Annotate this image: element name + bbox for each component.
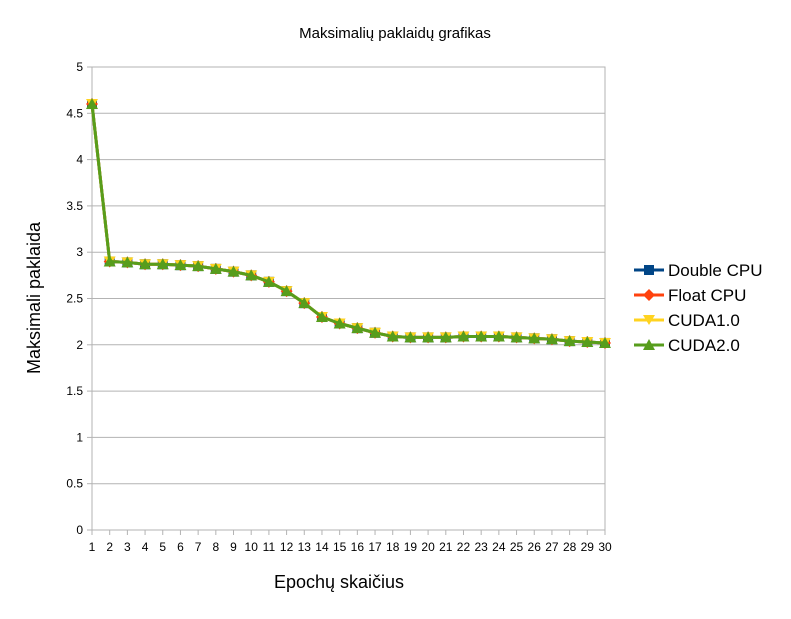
x-tick-label: 17	[368, 540, 382, 554]
x-tick-label: 29	[581, 540, 595, 554]
y-tick-label: 0	[76, 523, 83, 537]
x-tick-label: 6	[177, 540, 184, 554]
y-tick-label: 4.5	[66, 106, 83, 120]
y-tick-label: 0.5	[66, 477, 83, 491]
x-tick-label: 11	[263, 540, 276, 554]
x-tick-label: 16	[351, 540, 365, 554]
y-tick-label: 1.5	[66, 384, 83, 398]
x-tick-labels: 1 2 3 4 5 6 7 8 9 10 11 12 13 14 15 16 17 18 19 20 21 22 23 24 2…	[89, 540, 612, 554]
y-tick-label: 1	[76, 430, 83, 444]
x-tick-label: 5	[159, 540, 166, 554]
legend-label: CUDA1.0	[668, 311, 740, 330]
x-tick-label: 9	[230, 540, 237, 554]
x-tick-label: 15	[333, 540, 347, 554]
x-tick-label: 27	[545, 540, 559, 554]
x-tick-label: 2	[106, 540, 113, 554]
x-tick-label: 4	[142, 540, 149, 554]
chart-title: Maksimalių paklaidų grafikas	[299, 25, 491, 42]
y-tick-label: 3	[76, 245, 83, 259]
x-tick-label: 13	[298, 540, 312, 554]
x-tick-label: 7	[195, 540, 202, 554]
x-tick-label: 19	[404, 540, 418, 554]
x-tick-label: 3	[124, 540, 131, 554]
legend-item: CUDA2.0	[634, 336, 740, 355]
legend-swatch-marker	[643, 289, 655, 301]
x-tick-label: 25	[510, 540, 524, 554]
y-tick-label: 3.5	[66, 199, 83, 213]
y-tick-label: 2.5	[66, 292, 83, 306]
legend-item: Float CPU	[634, 286, 746, 305]
x-tick-label: 21	[439, 540, 453, 554]
x-tick-label: 8	[212, 540, 219, 554]
x-tick-label: 23	[474, 540, 488, 554]
x-tick-label: 12	[280, 540, 294, 554]
x-tick-label: 14	[315, 540, 329, 554]
legend-item: Double CPU	[634, 261, 763, 280]
legend-swatch-marker	[644, 265, 654, 275]
y-axis-label: Maksimali paklaida	[24, 221, 44, 374]
y-tick-label: 2	[76, 338, 83, 352]
x-axis-label: Epochų skaičius	[274, 572, 404, 592]
y-tick-label: 5	[76, 60, 83, 74]
x-tick-label: 18	[386, 540, 400, 554]
legend-label: Float CPU	[668, 286, 746, 305]
x-tick-label: 22	[457, 540, 471, 554]
y-tick-labels: 0 0.5 1 1.5 2 2.5 3 3.5 4 4.5 5	[66, 60, 83, 537]
x-tick-label: 26	[528, 540, 542, 554]
legend-item: CUDA1.0	[634, 311, 740, 330]
legend-label: Double CPU	[668, 261, 763, 280]
y-tick-label: 4	[76, 153, 83, 167]
legend: Double CPU Float CPU CUDA1.0 CUDA2.0	[634, 261, 763, 355]
x-tick-label: 1	[89, 540, 96, 554]
x-tick-label: 24	[492, 540, 506, 554]
legend-label: CUDA2.0	[668, 336, 740, 355]
x-tick-label: 20	[421, 540, 435, 554]
x-tick-label: 30	[598, 540, 612, 554]
x-tick-label: 10	[245, 540, 259, 554]
x-tick-label: 28	[563, 540, 577, 554]
